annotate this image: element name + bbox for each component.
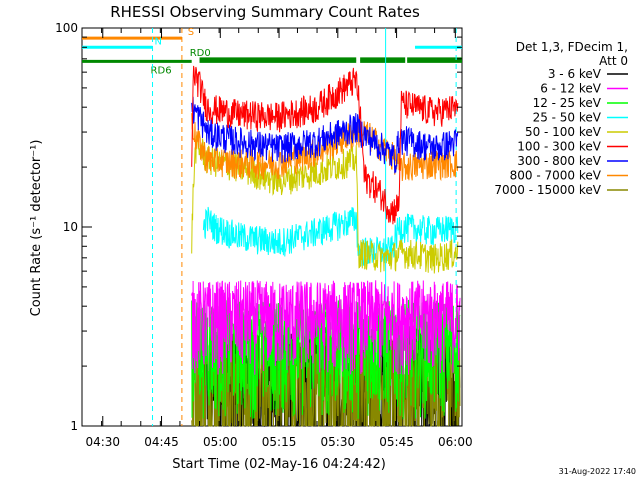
x-tick-label: 04:45 (144, 435, 179, 449)
y-axis-label: Count Rate (s⁻¹ detector⁻¹) (29, 140, 44, 317)
legend-label: 50 - 100 keV (525, 125, 602, 139)
legend-label: 25 - 50 keV (533, 111, 602, 125)
legend-label: 12 - 25 keV (533, 96, 602, 110)
x-tick-label: 05:45 (379, 435, 414, 449)
flag-label-rd0: RD0 (190, 48, 211, 59)
y-tick-label: 10 (63, 220, 78, 234)
flag-label-n: N (154, 36, 161, 47)
legend-label: 3 - 6 keV (548, 67, 602, 81)
series-line-25-50kev (202, 206, 459, 267)
y-tick-label: 1 (70, 419, 78, 433)
y-tick-label: 100 (55, 21, 78, 35)
series-line-300-800kev (191, 96, 459, 174)
x-tick-label: 05:30 (321, 435, 356, 449)
x-tick-label: 05:00 (203, 435, 238, 449)
legend-label: 800 - 7000 keV (510, 169, 602, 183)
series-line-100-300kev (191, 65, 459, 225)
legend-header-2: Att 0 (599, 54, 628, 68)
series-line-12-25kev (191, 299, 461, 420)
legend-label: 300 - 800 keV (517, 154, 601, 168)
timestamp: 31-Aug-2022 17:40 (559, 467, 636, 476)
flag-label-s: S (188, 27, 194, 38)
series-line-6-12kev (191, 280, 461, 375)
x-tick-label: 04:30 (85, 435, 120, 449)
flag-label-rd6: RD6 (151, 65, 172, 76)
chart-title: RHESSI Observing Summary Count Rates (110, 3, 420, 21)
legend-header-1: Det 1,3, FDecim 1, (516, 40, 628, 54)
legend-label: 7000 - 15000 keV (494, 183, 601, 197)
legend-label: 6 - 12 keV (540, 82, 602, 96)
x-tick-label: 06:00 (438, 435, 473, 449)
legend-label: 100 - 300 keV (517, 140, 601, 154)
x-axis-label: Start Time (02-May-16 04:24:42) (172, 457, 386, 472)
x-tick-label: 05:15 (262, 435, 297, 449)
